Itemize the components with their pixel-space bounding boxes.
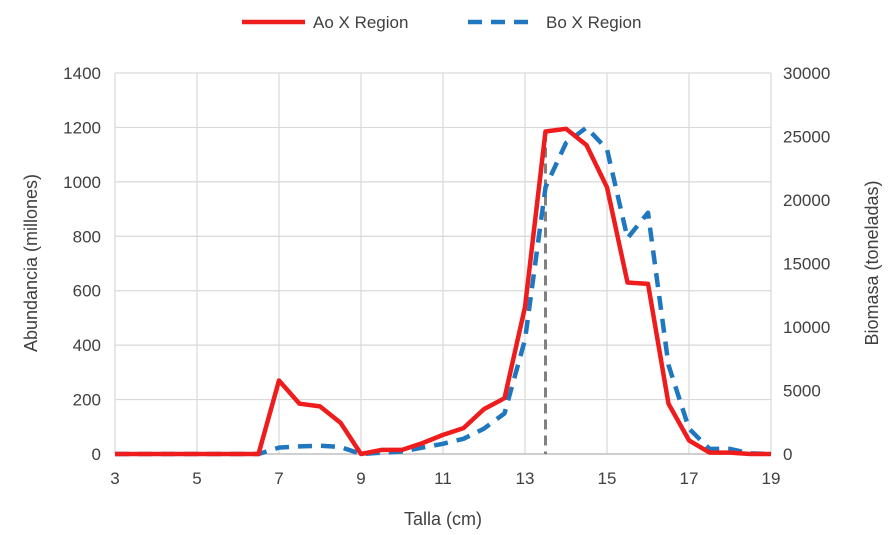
y-left-tick-label: 400 bbox=[73, 336, 101, 355]
y-right-tick-labels: 0 5000 10000 15000 20000 25000 30000 bbox=[783, 64, 830, 464]
legend-label-biomass: Bo X Region bbox=[546, 13, 641, 32]
x-tick-labels: 3 5 7 9 11 13 15 17 19 bbox=[110, 469, 780, 488]
y-left-tick-label: 200 bbox=[73, 391, 101, 410]
y-right-tick-label: 20000 bbox=[783, 191, 830, 210]
x-tick-label: 19 bbox=[762, 469, 781, 488]
y-left-axis-title: Abundancia (millones) bbox=[21, 174, 41, 352]
y-right-axis-title: Biomasa (toneladas) bbox=[862, 180, 882, 345]
x-tick-label: 7 bbox=[274, 469, 283, 488]
series-layer bbox=[115, 125, 772, 457]
x-tick-label: 3 bbox=[110, 469, 119, 488]
y-right-tick-label: 30000 bbox=[783, 64, 830, 83]
x-axis-title: Talla (cm) bbox=[404, 509, 482, 529]
y-left-tick-label: 600 bbox=[73, 282, 101, 301]
y-right-tick-label: 0 bbox=[783, 445, 792, 464]
y-left-tick-label: 1400 bbox=[63, 64, 101, 83]
y-right-tick-label: 25000 bbox=[783, 128, 830, 147]
y-left-tick-label: 1000 bbox=[63, 173, 101, 192]
x-tick-label: 9 bbox=[356, 469, 365, 488]
y-left-tick-label: 1200 bbox=[63, 118, 101, 137]
y-left-tick-label: 800 bbox=[73, 227, 101, 246]
y-right-tick-label: 10000 bbox=[783, 318, 830, 337]
series-line-abundance bbox=[115, 126, 771, 457]
legend: Ao X Region Bo X Region bbox=[242, 13, 641, 32]
legend-label-abundance: Ao X Region bbox=[313, 13, 408, 32]
y-left-tick-label: 0 bbox=[92, 445, 101, 464]
y-right-tick-label: 15000 bbox=[783, 255, 830, 274]
x-tick-label: 13 bbox=[516, 469, 535, 488]
x-tick-label: 5 bbox=[192, 469, 201, 488]
x-tick-label: 17 bbox=[680, 469, 699, 488]
y-left-tick-labels: 0 200 400 600 800 1000 1200 1400 bbox=[63, 64, 101, 464]
x-tick-label: 15 bbox=[598, 469, 617, 488]
x-tick-label: 11 bbox=[434, 469, 452, 488]
grid bbox=[114, 72, 772, 454]
y-right-tick-label: 5000 bbox=[783, 382, 821, 401]
series-line-biomass bbox=[115, 125, 772, 457]
